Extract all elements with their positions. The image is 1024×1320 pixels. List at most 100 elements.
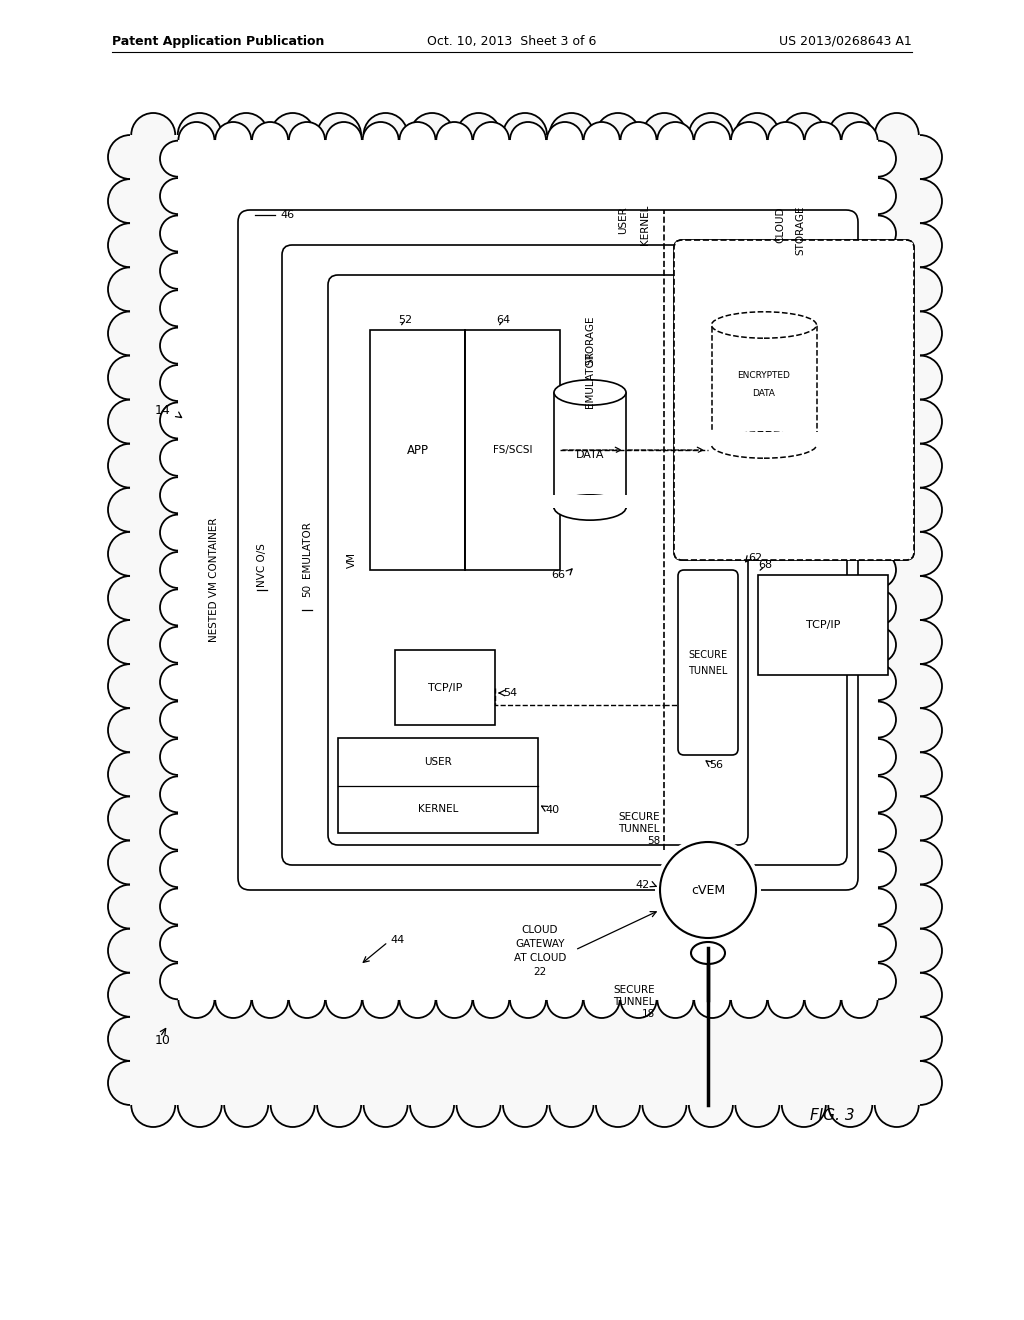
Circle shape [860,178,896,214]
Circle shape [642,114,686,157]
Circle shape [898,1061,942,1105]
Circle shape [550,114,594,157]
Circle shape [860,925,896,962]
Text: 10: 10 [155,1034,171,1047]
Circle shape [317,114,361,157]
Circle shape [108,223,152,267]
Text: cVEM: cVEM [691,883,725,896]
Circle shape [842,121,878,158]
Text: 50: 50 [302,583,312,597]
Circle shape [160,141,196,177]
Circle shape [860,701,896,738]
Circle shape [781,1082,825,1127]
Circle shape [224,1082,268,1127]
Circle shape [898,929,942,973]
Circle shape [898,620,942,664]
Text: TCP/IP: TCP/IP [428,682,462,693]
Circle shape [108,884,152,928]
Circle shape [547,982,583,1018]
Circle shape [735,114,779,157]
Circle shape [503,114,547,157]
Circle shape [160,888,196,924]
Circle shape [689,114,733,157]
Circle shape [436,121,472,158]
Circle shape [362,982,398,1018]
Circle shape [160,552,196,587]
FancyBboxPatch shape [674,240,914,560]
Circle shape [805,121,841,158]
Text: DATA: DATA [753,388,775,397]
Circle shape [898,576,942,620]
Text: TUNNEL: TUNNEL [613,997,655,1007]
FancyBboxPatch shape [180,141,877,998]
Circle shape [178,1082,222,1127]
Circle shape [317,1082,361,1127]
Ellipse shape [712,432,816,458]
Circle shape [898,841,942,884]
Circle shape [131,1082,175,1127]
Ellipse shape [554,380,626,405]
Text: NVC O/S: NVC O/S [257,543,267,587]
Circle shape [289,121,325,158]
Circle shape [860,590,896,626]
Circle shape [584,121,620,158]
Circle shape [160,813,196,850]
Text: CLOUD: CLOUD [522,925,558,935]
Circle shape [178,982,214,1018]
Text: EMULATOR: EMULATOR [585,351,595,408]
Circle shape [898,223,942,267]
Circle shape [160,440,196,475]
Circle shape [642,1082,686,1127]
Circle shape [547,121,583,158]
Circle shape [108,709,152,752]
Circle shape [735,1082,779,1127]
Text: SECURE: SECURE [613,985,655,995]
Bar [711,432,817,445]
Circle shape [160,515,196,550]
Circle shape [326,982,361,1018]
Text: DATA: DATA [575,450,604,459]
Circle shape [898,752,942,796]
Circle shape [874,114,919,157]
Text: 64: 64 [496,315,510,325]
Circle shape [860,440,896,475]
Circle shape [874,1082,919,1127]
Circle shape [252,982,288,1018]
Circle shape [805,982,841,1018]
Circle shape [860,215,896,252]
Circle shape [108,576,152,620]
Text: USER: USER [424,756,452,767]
Circle shape [160,776,196,812]
Circle shape [108,1016,152,1061]
Circle shape [108,752,152,796]
FancyBboxPatch shape [132,137,918,1102]
Text: STORAGE: STORAGE [585,315,595,364]
Circle shape [457,114,501,157]
Circle shape [364,114,408,157]
Circle shape [694,121,730,158]
Circle shape [160,178,196,214]
Circle shape [731,982,767,1018]
Circle shape [657,121,693,158]
Circle shape [289,982,325,1018]
Circle shape [160,327,196,363]
Text: SECURE: SECURE [618,812,660,822]
Circle shape [473,982,509,1018]
Text: 52: 52 [398,315,412,325]
Circle shape [160,701,196,738]
Circle shape [621,982,656,1018]
Circle shape [860,141,896,177]
Circle shape [596,114,640,157]
Text: APP: APP [407,444,428,457]
Circle shape [898,709,942,752]
Circle shape [694,982,730,1018]
Text: 68: 68 [758,560,772,570]
Circle shape [160,403,196,438]
Text: 44: 44 [390,935,404,945]
Circle shape [621,121,656,158]
Text: 56: 56 [709,760,723,770]
Circle shape [326,121,361,158]
Circle shape [860,739,896,775]
Circle shape [160,627,196,663]
Circle shape [860,552,896,587]
